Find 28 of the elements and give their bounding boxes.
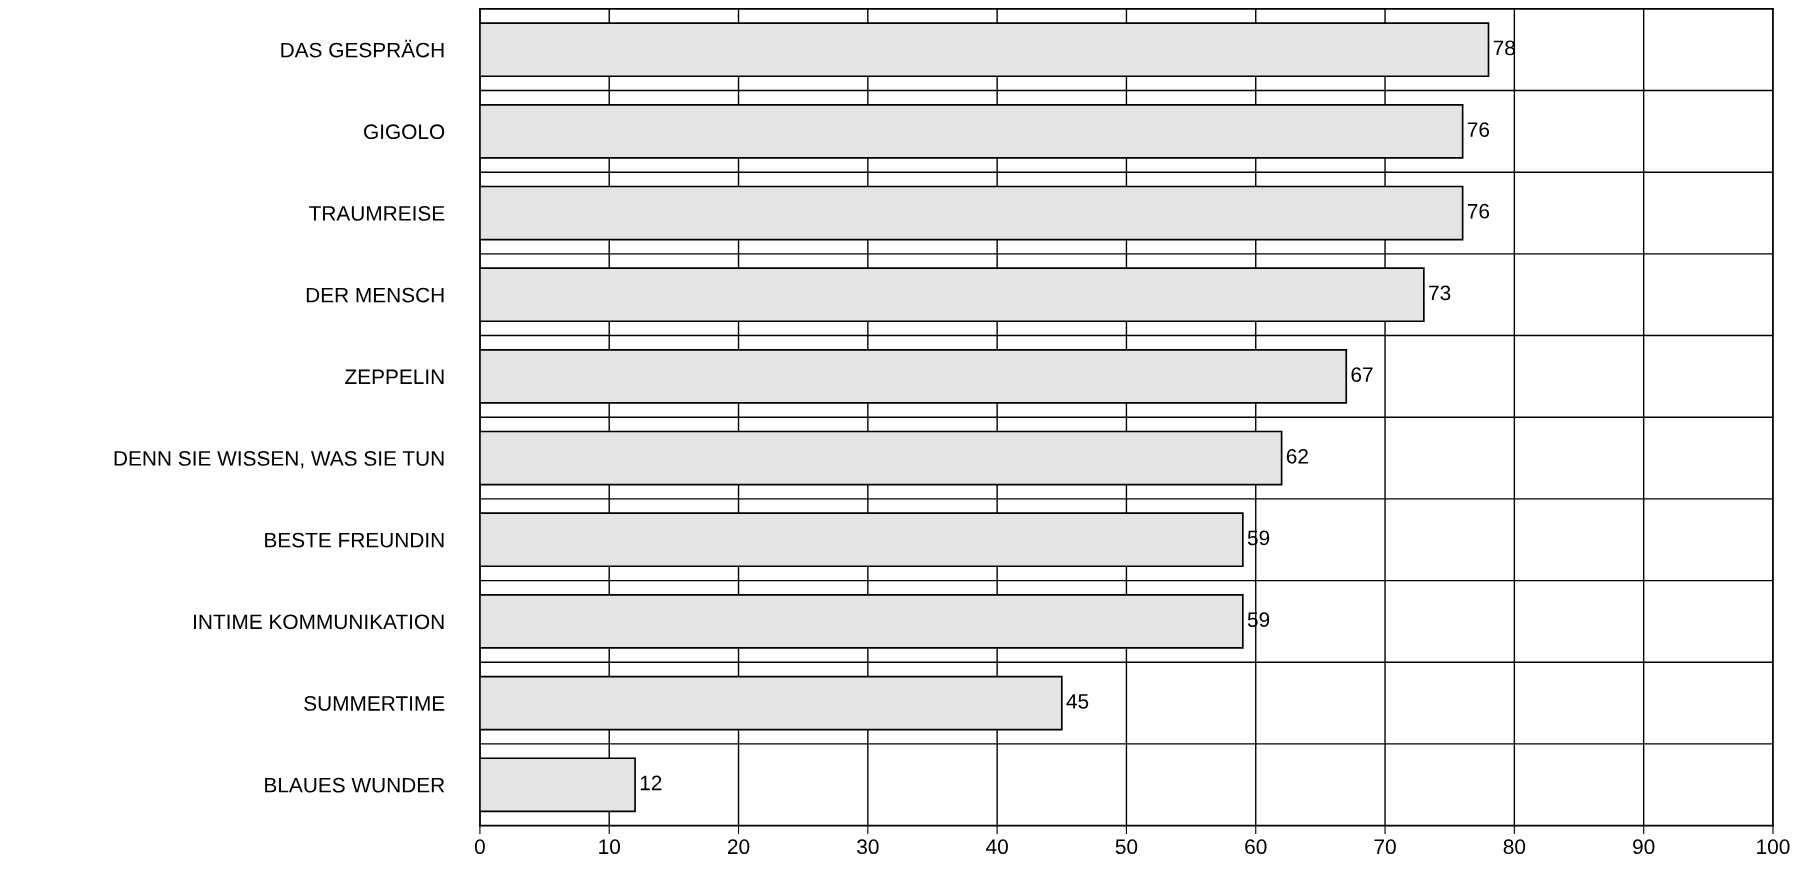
x-tick-label: 40 — [986, 839, 1008, 855]
y-tick-label: DER MENSCH — [306, 287, 444, 303]
data-label: 62 — [1286, 448, 1308, 464]
y-tick-label: BESTE FREUNDIN — [265, 532, 444, 548]
y-tick-label: BLAUES WUNDER — [265, 777, 445, 793]
y-tick-label: GIGOLO — [364, 124, 445, 140]
x-tick-label: 0 — [474, 839, 485, 855]
data-label: 73 — [1429, 285, 1451, 301]
x-tick-label: 20 — [727, 839, 750, 855]
x-tick-label: 90 — [1633, 839, 1655, 855]
y-tick-label: TRAUMREISE — [309, 206, 445, 221]
y-tick-label: SUMMERTIME — [304, 696, 445, 711]
data-label: 12 — [640, 775, 662, 791]
data-label: 76 — [1467, 122, 1490, 137]
y-tick-label: INTIME KOMMUNIKATION — [194, 614, 444, 630]
x-tick-label: 80 — [1503, 839, 1526, 855]
x-tick-label: 50 — [1115, 839, 1138, 855]
data-label: 76 — [1467, 203, 1490, 219]
y-tick-label: DENN SIE WISSEN, WAS SIE TUN — [114, 451, 444, 469]
data-label: 67 — [1351, 367, 1373, 382]
data-label: 45 — [1066, 694, 1089, 709]
x-tick-label: 70 — [1374, 839, 1396, 855]
x-tick-label: 100 — [1757, 839, 1790, 855]
y-tick-label: DAS GESPRÄCH — [281, 39, 444, 58]
x-tick-label: 60 — [1245, 839, 1267, 855]
x-tick-label: 30 — [857, 839, 879, 855]
x-tick-label: 10 — [599, 839, 620, 855]
y-tick-label: ZEPPELIN — [345, 369, 444, 384]
